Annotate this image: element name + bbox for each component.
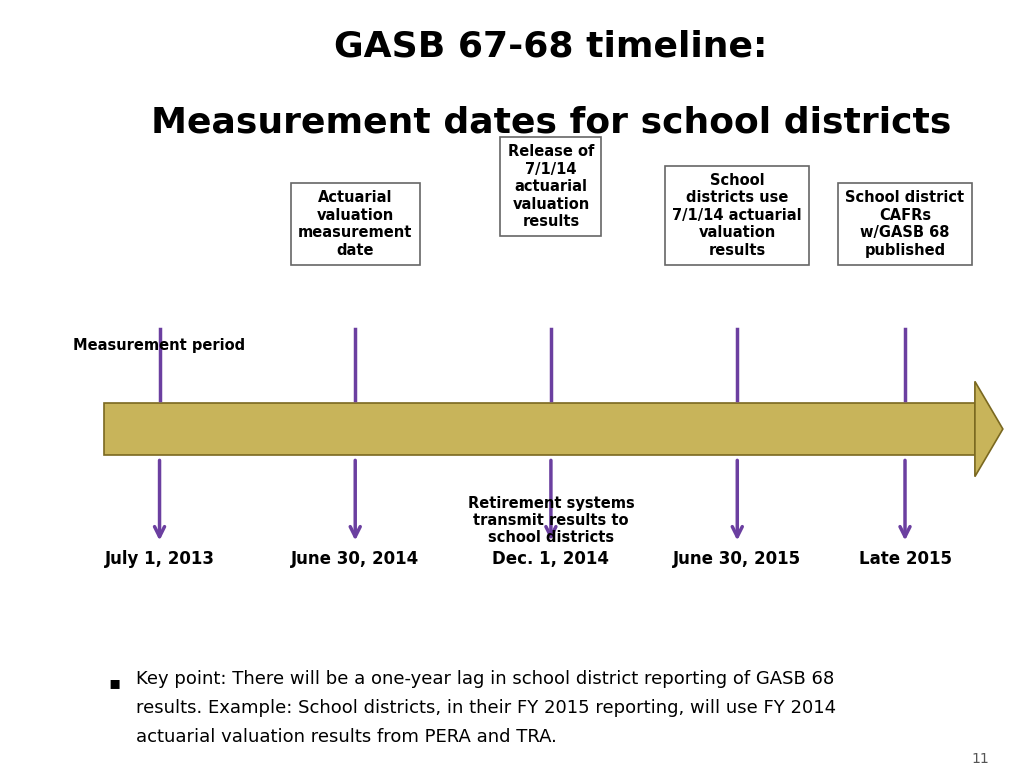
Text: Late 2015: Late 2015 (858, 551, 951, 568)
Text: School
districts use
7/1/14 actuarial
valuation
results: School districts use 7/1/14 actuarial va… (673, 173, 802, 257)
Text: 11: 11 (971, 752, 989, 766)
Text: ▪: ▪ (109, 674, 121, 691)
Text: actuarial valuation results from PERA and TRA.: actuarial valuation results from PERA an… (136, 728, 557, 746)
Polygon shape (975, 382, 1002, 477)
Text: GASB 67-68 timeline:: GASB 67-68 timeline: (334, 29, 768, 63)
Text: School district
CAFRs
w/GASB 68
published: School district CAFRs w/GASB 68 publishe… (846, 190, 965, 257)
Text: Release of
7/1/14
actuarial
valuation
results: Release of 7/1/14 actuarial valuation re… (508, 144, 594, 229)
Text: Measurement period: Measurement period (74, 338, 246, 353)
Text: June 30, 2015: June 30, 2015 (673, 551, 802, 568)
Text: Key point: There will be a one-year lag in school district reporting of GASB 68: Key point: There will be a one-year lag … (136, 670, 835, 688)
Bar (103, 402, 975, 455)
Text: Retirement systems
transmit results to
school districts: Retirement systems transmit results to s… (468, 495, 634, 545)
Text: Actuarial
valuation
measurement
date: Actuarial valuation measurement date (298, 190, 413, 257)
Text: July 1, 2013: July 1, 2013 (104, 551, 215, 568)
Text: Dec. 1, 2014: Dec. 1, 2014 (493, 551, 609, 568)
Text: June 30, 2014: June 30, 2014 (291, 551, 420, 568)
Text: Measurement dates for school districts: Measurement dates for school districts (151, 106, 951, 140)
Text: results. Example: School districts, in their FY 2015 reporting, will use FY 2014: results. Example: School districts, in t… (136, 699, 837, 717)
